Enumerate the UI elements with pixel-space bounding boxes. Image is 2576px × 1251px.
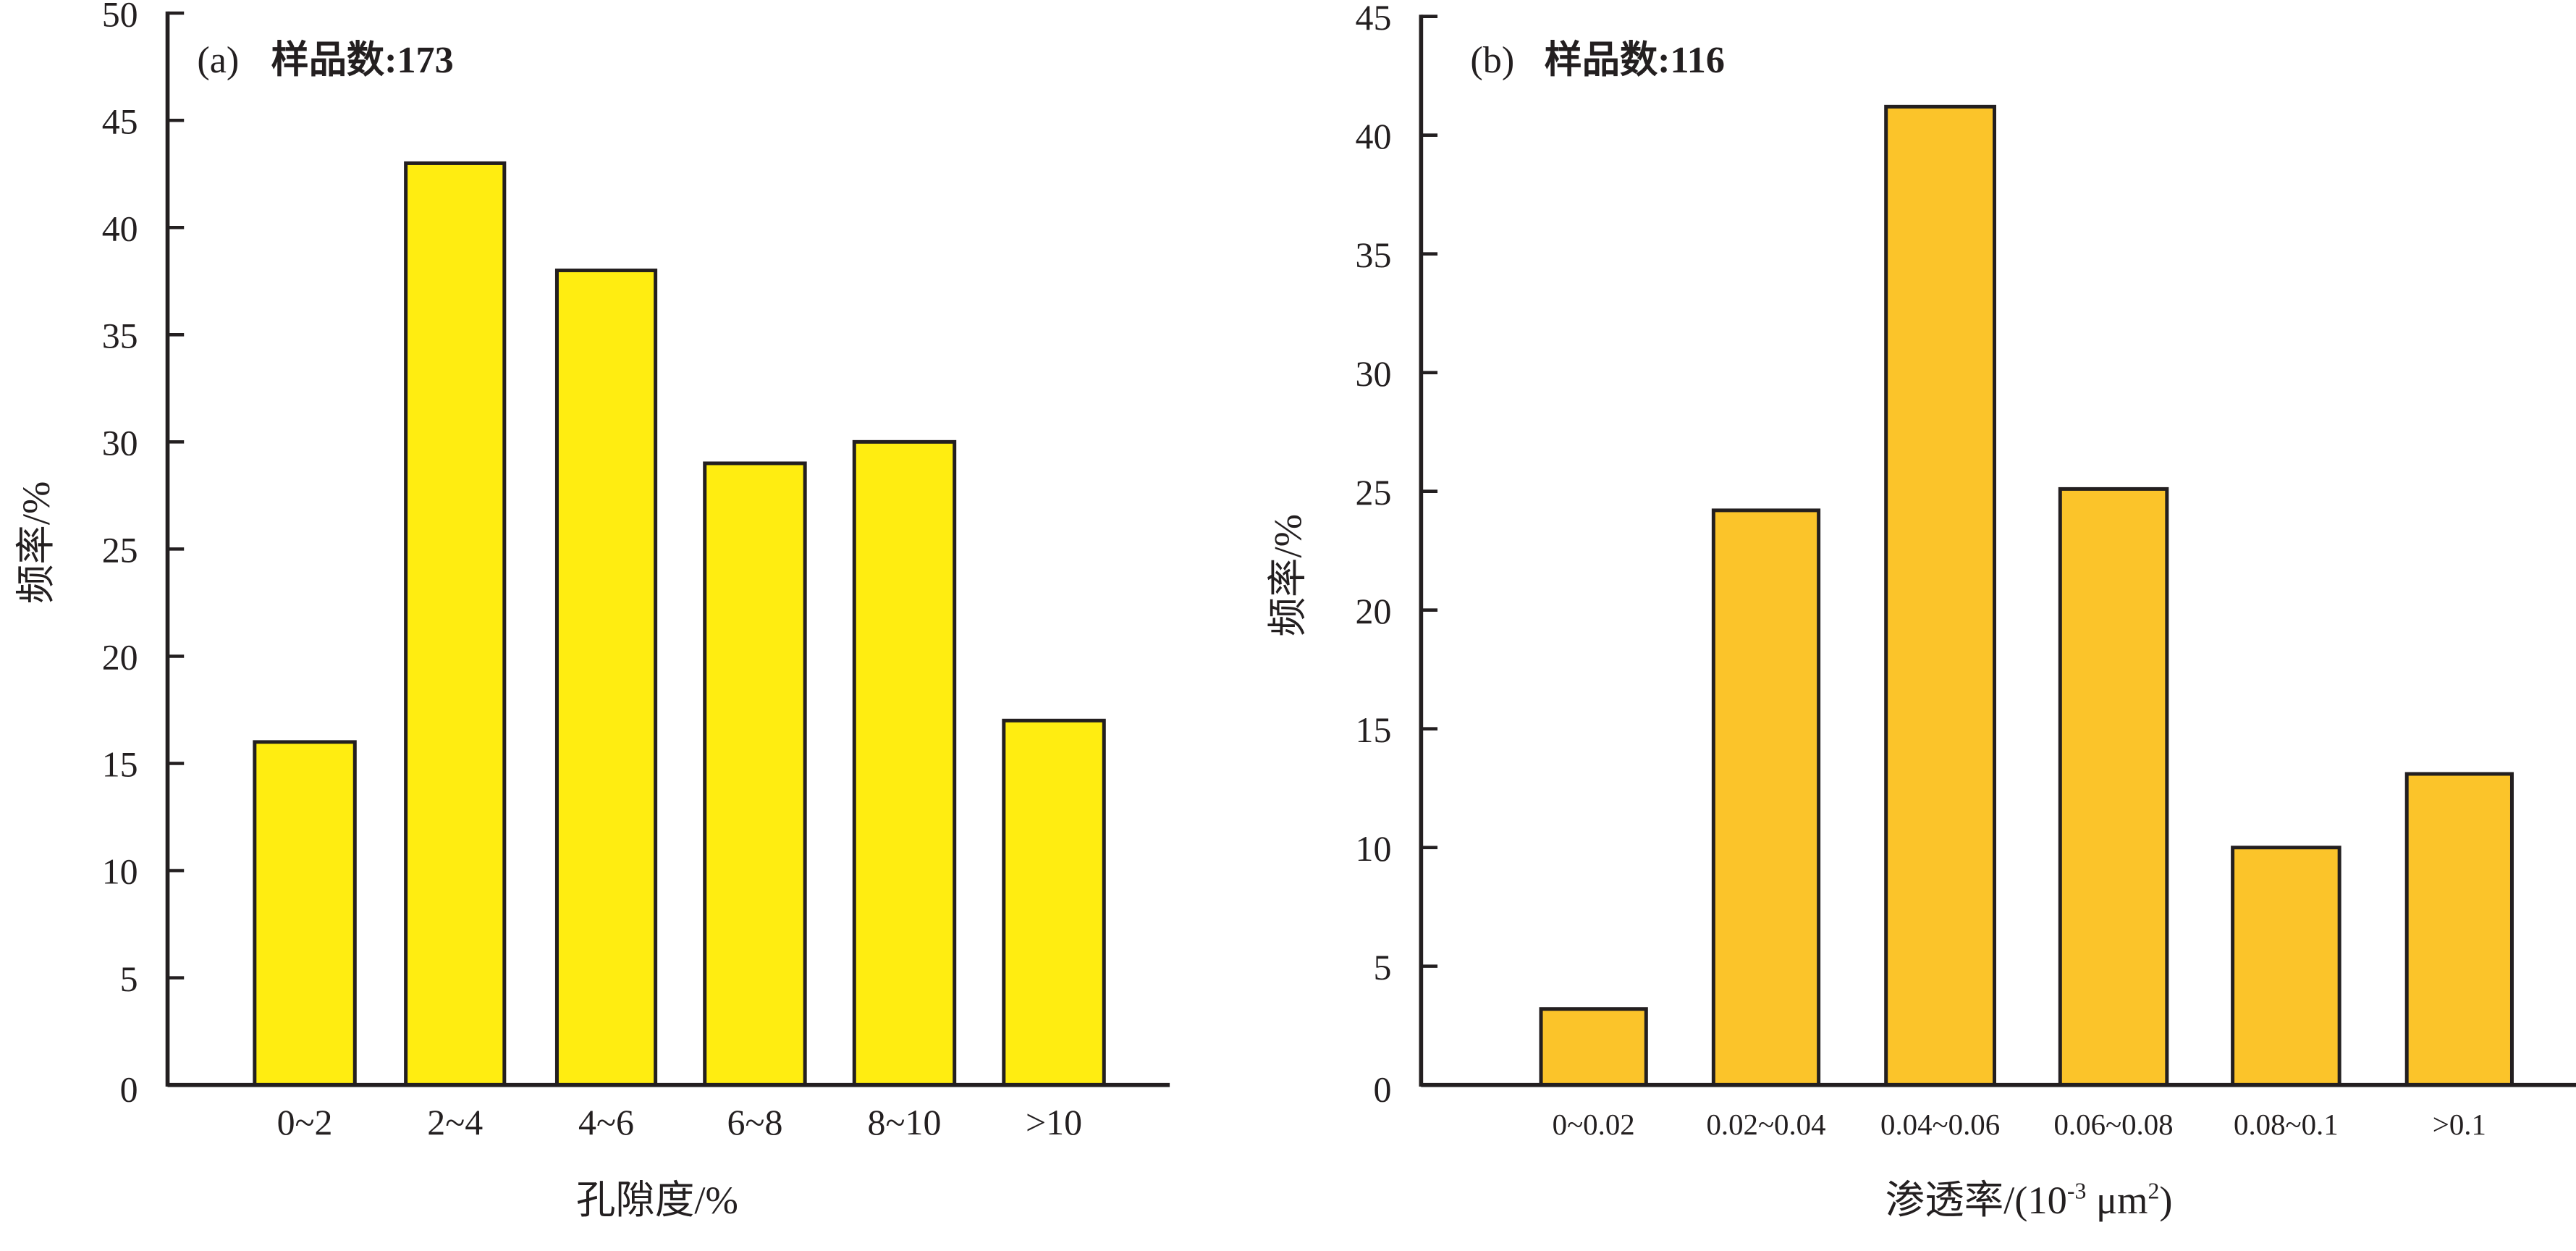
x-tick-label-b: 0~0.02 <box>1553 1108 1635 1141</box>
y-tick-label-b: 40 <box>1356 116 1392 156</box>
sample-count-a: 样品数:173 <box>271 39 454 81</box>
bar-a-4 <box>852 439 957 1087</box>
x-tick-label-a: 4~6 <box>578 1102 634 1142</box>
y-tick-label-a: 10 <box>102 851 138 892</box>
y-tick-label-b: 25 <box>1356 472 1392 513</box>
x-axis-title-b: 渗透率/(10-3 μm2) <box>1885 1178 2173 1222</box>
y-tick-label-b: 10 <box>1356 828 1392 869</box>
y-tick-label-a: 45 <box>102 101 138 141</box>
chart-a: (a) 样品数:173 孔隙度/% 频率/% 0~2 2~4 4~6 6~8 8~10 >… <box>14 0 1170 1222</box>
y-tick-label-a: 15 <box>102 744 138 785</box>
sample-count-b: 样品数:116 <box>1545 39 1725 81</box>
y-tick-label-b: 0 <box>1374 1069 1392 1109</box>
bar-a-5 <box>1002 718 1106 1087</box>
bar-b-5 <box>2404 772 2514 1087</box>
y-tick-label-b: 20 <box>1356 591 1392 631</box>
bar-a-0 <box>253 740 357 1087</box>
bar-b-2 <box>1884 104 1996 1087</box>
x-tick-label-a: 0~2 <box>277 1102 333 1142</box>
bar-a-3 <box>703 461 807 1087</box>
y-tick-label-a: 35 <box>102 315 138 355</box>
x-axis-title-b-sup1: -3 <box>2067 1178 2086 1203</box>
bar-b-3 <box>2058 486 2169 1087</box>
x-tick-label-b: 0.04~0.06 <box>1880 1108 2000 1141</box>
x-tick-label-a: 8~10 <box>868 1102 942 1142</box>
y-tick-label-b: 5 <box>1374 947 1392 987</box>
bar-b-0 <box>1539 1007 1648 1087</box>
bar-a-2 <box>554 268 658 1087</box>
y-tick-label-b: 15 <box>1356 709 1392 750</box>
x-axis-title-a: 孔隙度/% <box>576 1178 738 1222</box>
y-tick-label-b: 35 <box>1356 235 1392 275</box>
y-tick-label-b: 30 <box>1356 353 1392 394</box>
x-tick-label-b: 0.08~0.1 <box>2234 1108 2339 1141</box>
y-axis-title-b: 频率/% <box>1266 514 1310 636</box>
x-axis-title-b-end: ) <box>2159 1178 2172 1222</box>
y-tick-label-a: 5 <box>120 959 138 999</box>
x-tick-label-a: 6~8 <box>727 1102 782 1142</box>
y-tick-label-a: 20 <box>102 637 138 678</box>
y-axis-title-a: 频率/% <box>14 481 58 604</box>
x-axis-title-b-main: 渗透率/(10 <box>1885 1178 2067 1222</box>
panel-label-a: (a) <box>197 39 239 81</box>
x-tick-label-a: 2~4 <box>427 1102 483 1142</box>
x-axis-title-b-unit: μm <box>2086 1178 2148 1222</box>
x-tick-label-b: 0.02~0.04 <box>1706 1108 1825 1141</box>
y-tick-label-b: 45 <box>1356 0 1392 38</box>
bar-b-4 <box>2231 846 2341 1087</box>
y-tick-label-a: 40 <box>102 208 138 248</box>
x-tick-label-b: >0.1 <box>2433 1108 2486 1141</box>
x-tick-label-b: 0.06~0.08 <box>2054 1108 2174 1141</box>
panel-label-b: (b) <box>1470 39 1514 81</box>
y-tick-label-a: 0 <box>120 1069 138 1109</box>
x-axis-title-b-sup2: 2 <box>2148 1178 2160 1203</box>
x-tick-label-a: >10 <box>1026 1102 1082 1142</box>
bar-b-1 <box>1711 508 1821 1087</box>
y-tick-label-a: 50 <box>102 0 138 34</box>
bar-a-1 <box>404 161 507 1087</box>
y-tick-label-a: 25 <box>102 530 138 570</box>
y-tick-label-a: 30 <box>102 423 138 463</box>
chart-b: (b) 样品数:116 渗透率/(10-3 μm2) 频率/% 0~0.02 0.… <box>1266 0 2576 1222</box>
